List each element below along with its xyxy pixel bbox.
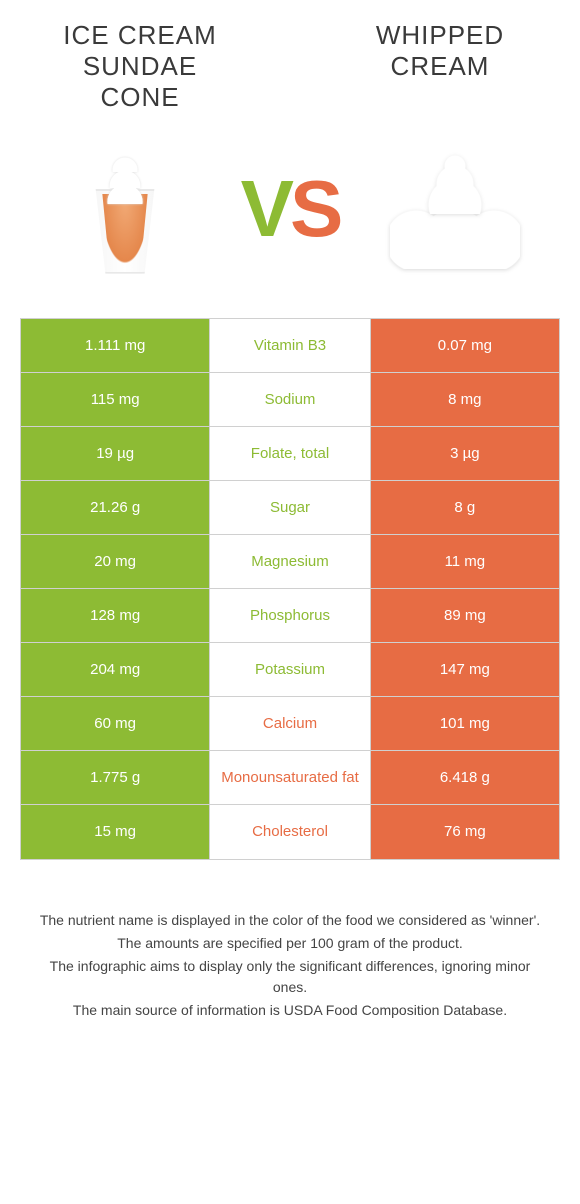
food-image-right bbox=[370, 124, 540, 294]
header: Ice cream sundae cone Whipped cream bbox=[20, 20, 560, 114]
whipped-cream-icon bbox=[380, 149, 530, 269]
table-row: 21.26 gSugar8 g bbox=[21, 481, 559, 535]
table-row: 1.111 mgVitamin B30.07 mg bbox=[21, 319, 559, 373]
table-row: 20 mgMagnesium11 mg bbox=[21, 535, 559, 589]
value-right: 8 g bbox=[370, 481, 559, 534]
infographic-root: Ice cream sundae cone Whipped cream VS 1… bbox=[0, 0, 580, 1033]
hero: VS bbox=[20, 124, 560, 314]
vs-label: VS bbox=[241, 169, 340, 249]
value-left: 204 mg bbox=[21, 643, 210, 696]
value-left: 15 mg bbox=[21, 805, 210, 859]
footer-notes: The nutrient name is displayed in the co… bbox=[20, 910, 560, 1021]
value-right: 147 mg bbox=[370, 643, 559, 696]
table-row: 60 mgCalcium101 mg bbox=[21, 697, 559, 751]
value-right: 8 mg bbox=[370, 373, 559, 426]
nutrient-name: Sodium bbox=[210, 373, 369, 426]
table-row: 15 mgCholesterol76 mg bbox=[21, 805, 559, 859]
value-right: 101 mg bbox=[370, 697, 559, 750]
nutrient-name: Magnesium bbox=[210, 535, 369, 588]
value-right: 0.07 mg bbox=[370, 319, 559, 372]
nutrient-name: Potassium bbox=[210, 643, 369, 696]
value-left: 60 mg bbox=[21, 697, 210, 750]
value-right: 3 µg bbox=[370, 427, 559, 480]
value-right: 6.418 g bbox=[370, 751, 559, 804]
table-row: 19 µgFolate, total3 µg bbox=[21, 427, 559, 481]
value-right: 76 mg bbox=[370, 805, 559, 859]
footer-note: The nutrient name is displayed in the co… bbox=[32, 910, 548, 931]
value-left: 21.26 g bbox=[21, 481, 210, 534]
food-image-left bbox=[40, 124, 210, 294]
nutrient-name: Cholesterol bbox=[210, 805, 369, 859]
footer-note: The infographic aims to display only the… bbox=[32, 956, 548, 998]
nutrient-name: Sugar bbox=[210, 481, 369, 534]
table-row: 128 mgPhosphorus89 mg bbox=[21, 589, 559, 643]
table-row: 115 mgSodium8 mg bbox=[21, 373, 559, 427]
food-title-left: Ice cream sundae cone bbox=[40, 20, 240, 114]
value-right: 89 mg bbox=[370, 589, 559, 642]
nutrient-name: Vitamin B3 bbox=[210, 319, 369, 372]
sundae-cone-icon bbox=[80, 144, 170, 274]
value-left: 1.111 mg bbox=[21, 319, 210, 372]
value-left: 1.775 g bbox=[21, 751, 210, 804]
nutrient-name: Monounsaturated fat bbox=[210, 751, 369, 804]
value-left: 19 µg bbox=[21, 427, 210, 480]
nutrient-name: Folate, total bbox=[210, 427, 369, 480]
table-row: 1.775 gMonounsaturated fat6.418 g bbox=[21, 751, 559, 805]
comparison-table: 1.111 mgVitamin B30.07 mg115 mgSodium8 m… bbox=[20, 318, 560, 860]
vs-s: S bbox=[290, 164, 339, 253]
value-left: 115 mg bbox=[21, 373, 210, 426]
footer-note: The main source of information is USDA F… bbox=[32, 1000, 548, 1021]
value-left: 20 mg bbox=[21, 535, 210, 588]
nutrient-name: Phosphorus bbox=[210, 589, 369, 642]
vs-v: V bbox=[241, 164, 290, 253]
value-right: 11 mg bbox=[370, 535, 559, 588]
table-row: 204 mgPotassium147 mg bbox=[21, 643, 559, 697]
food-title-right: Whipped cream bbox=[340, 20, 540, 82]
nutrient-name: Calcium bbox=[210, 697, 369, 750]
footer-note: The amounts are specified per 100 gram o… bbox=[32, 933, 548, 954]
value-left: 128 mg bbox=[21, 589, 210, 642]
